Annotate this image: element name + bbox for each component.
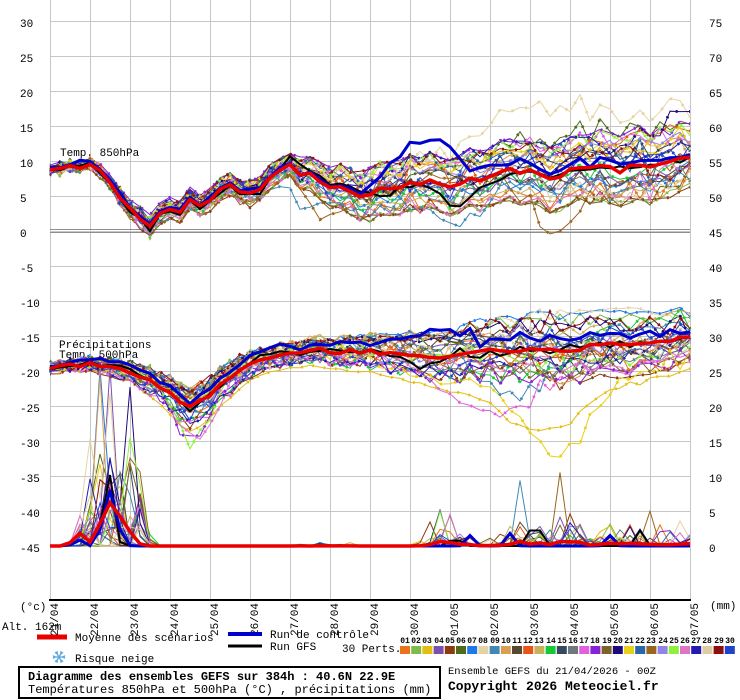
svg-text:-30: -30 (20, 439, 40, 451)
svg-text:06: 06 (456, 637, 466, 646)
svg-text:Run GFS: Run GFS (270, 642, 317, 654)
svg-text:55: 55 (709, 159, 722, 171)
svg-text:24/04: 24/04 (170, 603, 182, 636)
svg-text:-35: -35 (20, 474, 40, 486)
svg-text:-45: -45 (20, 544, 40, 556)
svg-text:25: 25 (20, 54, 33, 66)
svg-text:30/04: 30/04 (410, 603, 422, 636)
svg-text:Ensemble GEFS du 21/04/2026 -: Ensemble GEFS du 21/04/2026 - 00Z (448, 666, 656, 678)
svg-text:13: 13 (534, 637, 544, 646)
svg-text:-15: -15 (20, 334, 40, 346)
svg-text:10: 10 (709, 474, 722, 486)
svg-text:-20: -20 (20, 369, 40, 381)
svg-text:Températures 850hPa et 500hPa: Températures 850hPa et 500hPa (°C) , pré… (28, 683, 431, 697)
svg-text:Précipitations: Précipitations (59, 340, 151, 352)
svg-text:Diagramme des ensembles GEFS s: Diagramme des ensembles GEFS sur 384h : … (28, 670, 395, 684)
svg-text:Temp. 850hPa: Temp. 850hPa (60, 148, 140, 160)
svg-text:02: 02 (411, 637, 421, 646)
svg-text:05: 05 (445, 637, 455, 646)
svg-text:75: 75 (709, 19, 722, 31)
svg-text:65: 65 (709, 89, 722, 101)
svg-text:20: 20 (613, 637, 623, 646)
svg-text:Alt. 162m: Alt. 162m (2, 622, 62, 634)
svg-text:30: 30 (20, 19, 33, 31)
svg-text:29: 29 (714, 637, 724, 646)
svg-text:22/04: 22/04 (90, 603, 102, 636)
svg-text:09: 09 (490, 637, 500, 646)
svg-text:0: 0 (20, 229, 27, 241)
svg-text:45: 45 (709, 229, 722, 241)
svg-text:50: 50 (709, 194, 722, 206)
svg-text:12: 12 (523, 637, 533, 646)
svg-text:30 Perts.: 30 Perts. (342, 644, 401, 656)
svg-text:05/05: 05/05 (610, 603, 622, 636)
svg-text:28/04: 28/04 (330, 603, 342, 636)
svg-text:21/04: 21/04 (50, 603, 62, 636)
svg-text:06/05: 06/05 (650, 603, 662, 636)
svg-text:27: 27 (691, 637, 701, 646)
svg-text:26/04: 26/04 (250, 603, 262, 636)
svg-text:08: 08 (478, 637, 488, 646)
svg-text:-5: -5 (20, 264, 33, 276)
svg-text:14: 14 (546, 637, 556, 646)
svg-text:01: 01 (400, 637, 410, 646)
svg-text:26: 26 (680, 637, 690, 646)
svg-text:16: 16 (568, 637, 578, 646)
svg-text:22: 22 (635, 637, 645, 646)
svg-text:18: 18 (590, 637, 600, 646)
svg-text:-25: -25 (20, 404, 40, 416)
svg-text:03/05: 03/05 (530, 603, 542, 636)
svg-text:24: 24 (658, 637, 668, 646)
svg-text:-40: -40 (20, 509, 40, 521)
svg-text:Risque neige: Risque neige (75, 654, 154, 666)
svg-text:(°c): (°c) (20, 602, 46, 614)
svg-text:29/04: 29/04 (370, 603, 382, 636)
svg-text:10: 10 (20, 159, 33, 171)
svg-text:5: 5 (20, 194, 27, 206)
svg-text:27/04: 27/04 (290, 603, 302, 636)
svg-text:5: 5 (709, 509, 716, 521)
svg-text:60: 60 (709, 124, 722, 136)
svg-text:20: 20 (709, 404, 722, 416)
svg-text:(mm): (mm) (710, 601, 736, 613)
svg-text:21: 21 (624, 637, 634, 646)
svg-text:23/04: 23/04 (130, 603, 142, 636)
svg-text:07/05: 07/05 (690, 603, 702, 636)
svg-text:11: 11 (512, 637, 522, 646)
svg-text:Moyenne des scénarios: Moyenne des scénarios (75, 633, 214, 645)
svg-text:02/05: 02/05 (490, 603, 502, 636)
svg-text:35: 35 (709, 299, 722, 311)
svg-text:25: 25 (669, 637, 679, 646)
svg-text:40: 40 (709, 264, 722, 276)
svg-text:04/05: 04/05 (570, 603, 582, 636)
svg-text:15: 15 (557, 637, 567, 646)
svg-text:17: 17 (579, 637, 589, 646)
svg-text:03: 03 (422, 637, 432, 646)
svg-text:19: 19 (602, 637, 612, 646)
svg-text:25: 25 (709, 369, 722, 381)
svg-text:10: 10 (501, 637, 511, 646)
svg-text:20: 20 (20, 89, 33, 101)
svg-text:25/04: 25/04 (210, 603, 222, 636)
svg-text:04: 04 (434, 637, 444, 646)
svg-text:70: 70 (709, 54, 722, 66)
svg-text:30: 30 (709, 334, 722, 346)
svg-text:01/05: 01/05 (450, 603, 462, 636)
svg-text:Copyright 2026 Meteociel.fr: Copyright 2026 Meteociel.fr (448, 679, 659, 694)
svg-text:0: 0 (709, 544, 716, 556)
svg-text:30: 30 (725, 637, 735, 646)
svg-text:15: 15 (709, 439, 722, 451)
svg-text:23: 23 (646, 637, 656, 646)
svg-text:07: 07 (467, 637, 477, 646)
svg-text:Run de contrôle: Run de contrôle (270, 630, 369, 642)
svg-text:28: 28 (702, 637, 712, 646)
svg-text:-10: -10 (20, 299, 40, 311)
svg-text:15: 15 (20, 124, 33, 136)
